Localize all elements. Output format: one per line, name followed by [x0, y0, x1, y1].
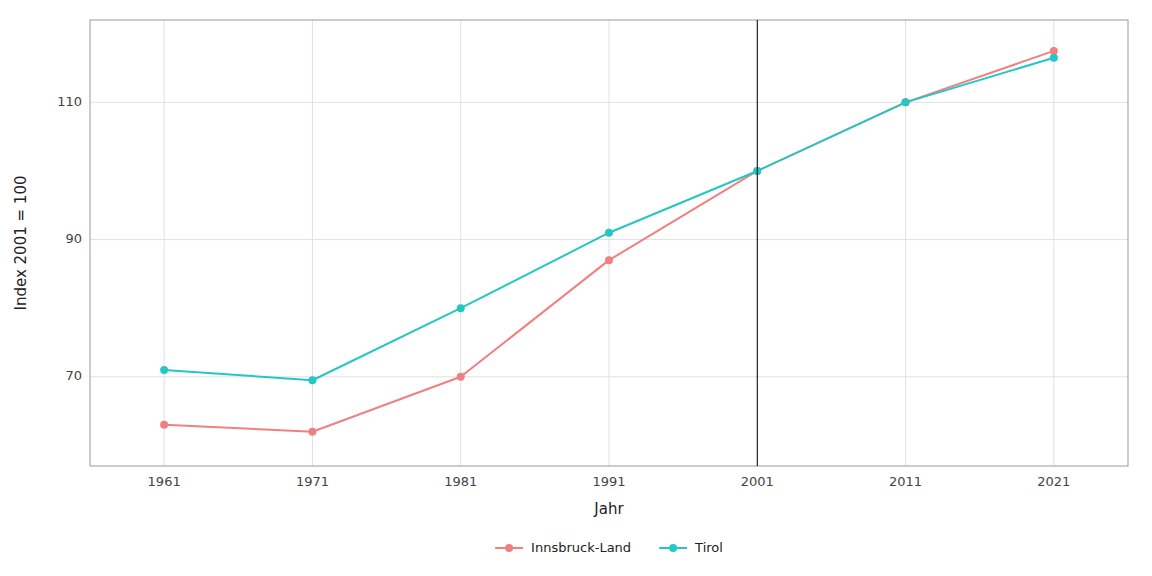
legend-marker: [669, 544, 677, 552]
x-tick-label: 1981: [444, 474, 477, 489]
legend-item: Tirol: [659, 540, 723, 555]
series-marker: [160, 366, 168, 374]
x-tick-label: 2001: [741, 474, 774, 489]
grid: [90, 20, 1128, 466]
reference-line: [757, 20, 758, 466]
x-grid-line: [757, 20, 758, 466]
series-line: [164, 58, 1054, 380]
series-marker: [605, 256, 613, 264]
y-tick-label: 110: [57, 94, 82, 109]
tick-labels: 70 90 110 1961 1971 1981 1991 2001 2011 2021: [57, 94, 1070, 489]
x-grid-line: [312, 20, 313, 466]
y-axis-label: Index 2001 = 100: [12, 176, 30, 311]
x-grid-line: [905, 20, 906, 466]
legend-marker: [505, 544, 513, 552]
series-marker: [457, 373, 465, 381]
series-marker: [308, 428, 316, 436]
x-tick-label: 1991: [592, 474, 625, 489]
chart: 70 90 110 1961 1971 1981 1991 2001 2011 2021 Jahr I…: [0, 0, 1152, 576]
legend-label: Tirol: [694, 540, 723, 555]
plot-data: [160, 20, 1058, 466]
x-tick-label: 1961: [148, 474, 181, 489]
x-axis-label: Jahr: [593, 500, 624, 518]
series-marker: [457, 304, 465, 312]
legend-label: Innsbruck-Land: [531, 540, 631, 555]
x-tick-label: 2011: [889, 474, 922, 489]
x-grid-line: [460, 20, 461, 466]
series-marker: [1050, 47, 1058, 55]
x-grid-line: [1053, 20, 1054, 466]
series-marker: [902, 98, 910, 106]
x-grid-line: [164, 20, 165, 466]
x-tick-label: 1971: [296, 474, 329, 489]
x-tick-label: 2021: [1037, 474, 1070, 489]
y-tick-label: 70: [65, 368, 82, 383]
plot-frame: [90, 20, 1128, 466]
legend-item: Innsbruck-Land: [495, 540, 631, 555]
series-marker: [902, 98, 910, 106]
series-marker: [1050, 54, 1058, 62]
series-marker: [160, 421, 168, 429]
legend: Innsbruck-Land Tirol: [495, 540, 723, 555]
y-tick-label: 90: [65, 231, 82, 246]
series-marker: [308, 376, 316, 384]
series-marker: [605, 229, 613, 237]
x-grid-line: [609, 20, 610, 466]
series-line: [164, 51, 1054, 432]
